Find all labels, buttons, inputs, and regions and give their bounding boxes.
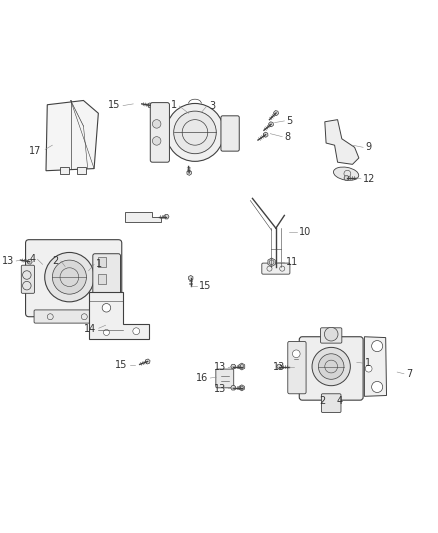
Circle shape: [292, 350, 300, 358]
FancyBboxPatch shape: [299, 337, 362, 400]
FancyBboxPatch shape: [220, 116, 239, 151]
Polygon shape: [187, 170, 191, 175]
Polygon shape: [230, 365, 235, 369]
Ellipse shape: [333, 167, 358, 180]
FancyBboxPatch shape: [320, 328, 341, 343]
Polygon shape: [188, 276, 192, 280]
FancyBboxPatch shape: [287, 342, 305, 394]
Polygon shape: [273, 110, 278, 116]
Circle shape: [133, 328, 139, 335]
Polygon shape: [343, 176, 348, 180]
Text: 10: 10: [299, 228, 311, 237]
Circle shape: [324, 327, 337, 341]
Text: 13: 13: [272, 361, 285, 372]
FancyBboxPatch shape: [215, 369, 233, 388]
Polygon shape: [276, 365, 281, 369]
Polygon shape: [263, 132, 267, 138]
Circle shape: [371, 382, 382, 392]
Text: 2: 2: [53, 255, 59, 265]
Text: 14: 14: [84, 324, 96, 334]
Circle shape: [52, 260, 86, 294]
Polygon shape: [46, 101, 98, 171]
Text: 17: 17: [29, 146, 42, 156]
Circle shape: [152, 136, 161, 145]
Circle shape: [166, 103, 223, 161]
Polygon shape: [147, 103, 152, 108]
Circle shape: [173, 111, 216, 154]
Text: 11: 11: [285, 257, 297, 267]
Polygon shape: [268, 122, 273, 127]
Polygon shape: [89, 292, 148, 339]
Circle shape: [311, 348, 350, 386]
Circle shape: [318, 354, 343, 379]
Circle shape: [103, 329, 109, 335]
FancyBboxPatch shape: [321, 394, 340, 413]
FancyBboxPatch shape: [150, 103, 169, 162]
Polygon shape: [364, 337, 385, 397]
Text: 16: 16: [195, 373, 207, 383]
Polygon shape: [239, 385, 244, 391]
Polygon shape: [27, 260, 32, 264]
Circle shape: [45, 253, 94, 302]
FancyBboxPatch shape: [25, 240, 121, 317]
FancyBboxPatch shape: [21, 265, 35, 293]
Text: 7: 7: [405, 369, 411, 379]
Text: 12: 12: [362, 174, 374, 184]
Text: 13: 13: [213, 384, 226, 394]
Text: 8: 8: [284, 132, 290, 142]
Circle shape: [371, 341, 382, 352]
Text: 15: 15: [115, 360, 127, 370]
Text: 13: 13: [213, 362, 226, 373]
Text: 3: 3: [208, 101, 215, 111]
Polygon shape: [230, 385, 235, 390]
Polygon shape: [267, 258, 275, 266]
FancyBboxPatch shape: [60, 167, 68, 174]
Text: 15: 15: [108, 100, 120, 110]
Polygon shape: [163, 214, 169, 219]
Polygon shape: [324, 119, 358, 164]
Polygon shape: [238, 363, 244, 370]
FancyBboxPatch shape: [98, 257, 106, 266]
FancyBboxPatch shape: [92, 254, 120, 309]
Text: 4: 4: [29, 254, 35, 264]
Text: 2: 2: [318, 395, 325, 406]
Text: 1: 1: [364, 358, 371, 368]
FancyBboxPatch shape: [77, 167, 85, 174]
Text: 13: 13: [2, 255, 14, 265]
FancyBboxPatch shape: [34, 310, 100, 323]
Circle shape: [152, 119, 161, 128]
Text: 1: 1: [96, 259, 102, 269]
Polygon shape: [124, 212, 161, 222]
Polygon shape: [145, 359, 150, 364]
Circle shape: [364, 365, 371, 372]
Text: 15: 15: [199, 281, 211, 290]
Text: 9: 9: [364, 142, 371, 152]
FancyBboxPatch shape: [98, 274, 106, 284]
Circle shape: [102, 303, 110, 312]
Text: 4: 4: [336, 395, 342, 406]
Text: 5: 5: [286, 116, 292, 126]
Text: 1: 1: [170, 100, 176, 110]
FancyBboxPatch shape: [261, 263, 289, 274]
